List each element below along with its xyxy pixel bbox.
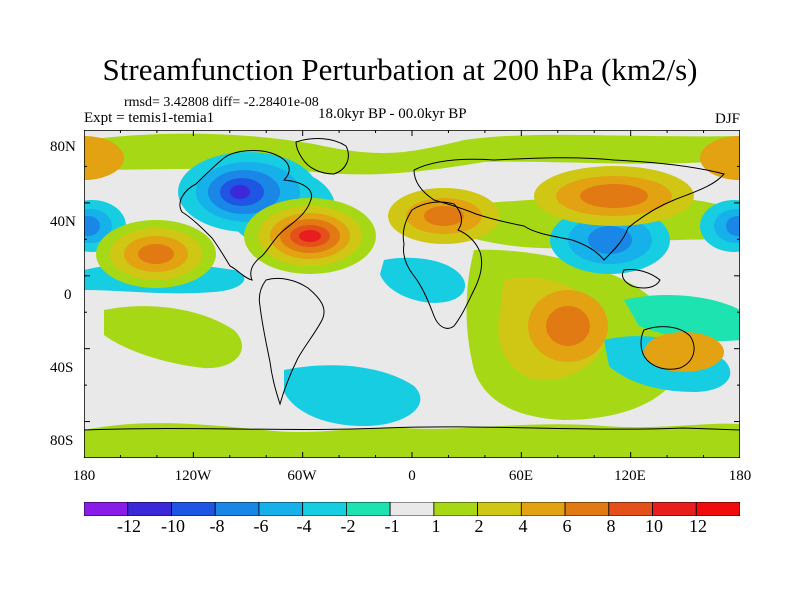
colorbar-box [652, 502, 697, 516]
x-tick-label: 120W [174, 468, 212, 484]
colorbar-box [214, 502, 260, 516]
map-title: Streamfunction Perturbation at 200 hPa (… [102, 52, 698, 87]
y-tick-label: 0 [64, 287, 72, 303]
colorbar-box [258, 502, 304, 516]
colorbar-label: 4 [518, 516, 528, 536]
colorbar-box [84, 502, 129, 516]
x-tick-label: 60E [508, 468, 534, 484]
colorbar-label: 8 [606, 516, 616, 536]
colorbar-label: -10 [161, 516, 185, 536]
colorbar-box [608, 502, 653, 516]
colorbar [84, 502, 740, 516]
colorbar-label: 12 [689, 516, 707, 536]
colorbar-label: 1 [431, 516, 441, 536]
x-tick-label: 60W [287, 468, 317, 484]
colorbar-label: -1 [384, 516, 400, 536]
colorbar-label: -2 [340, 516, 356, 536]
y-tick-label: 40N [50, 214, 76, 230]
y-tick-label: 40S [50, 360, 74, 376]
positive-anomalies [84, 136, 740, 372]
streamfunction-map [84, 130, 740, 458]
colorbar-label: 10 [645, 516, 663, 536]
colorbar-label: 2 [474, 516, 484, 536]
colorbar-box [433, 502, 478, 516]
colorbar-box [345, 502, 391, 516]
axis-ticks [84, 130, 740, 458]
colorbar-box [477, 502, 522, 516]
colorbar-box [695, 502, 740, 516]
y-tick-label: 80N [50, 139, 76, 155]
colorbar-label: -12 [117, 516, 141, 536]
colorbar-box [302, 502, 347, 516]
colorbar-label: -4 [296, 516, 312, 536]
coastlines [84, 138, 740, 431]
colorbar-label: -6 [253, 516, 269, 536]
stats-line: rmsd= 3.42808 diff= -2.28401e-08 [124, 95, 319, 110]
colorbar-box [520, 502, 566, 516]
colorbar-box [564, 502, 610, 516]
experiment-label: Expt = temis1-temia1 [84, 110, 215, 126]
period-label: 18.0kyr BP - 00.0kyr BP [318, 106, 467, 122]
colorbar-box [127, 502, 172, 516]
y-tick-label: 80S [50, 433, 74, 449]
x-tick-label: 180 [72, 468, 96, 484]
colorbar-label: -8 [209, 516, 225, 536]
x-tick-label: 120E [614, 468, 646, 484]
colorbar-box [171, 502, 216, 516]
x-tick-label: 0 [408, 468, 416, 484]
season-label: DJF [714, 111, 740, 127]
colorbar-box [389, 502, 435, 516]
colorbar-label: 6 [562, 516, 572, 536]
x-tick-label: 180 [728, 468, 752, 484]
